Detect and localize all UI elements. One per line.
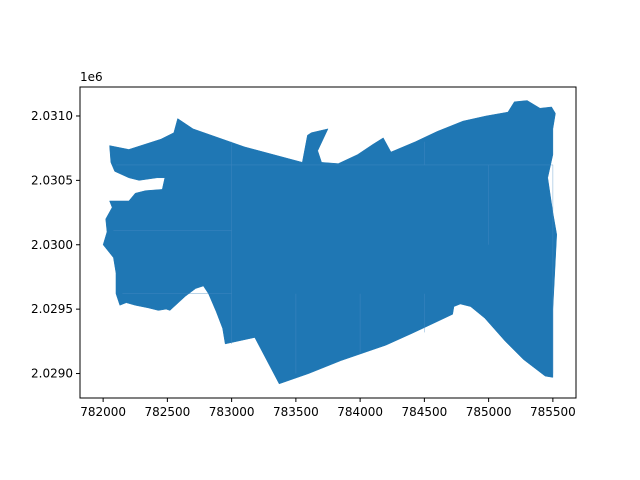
- y-tick-label: 2.0300: [31, 238, 73, 252]
- x-tick-label: 785500: [530, 405, 576, 419]
- internal-boundary-lines: [113, 141, 554, 374]
- x-tick-label: 783500: [273, 405, 319, 419]
- regions-layer: [102, 100, 557, 385]
- y-tick-label: 2.0310: [31, 109, 73, 123]
- x-tick-label: 784000: [337, 405, 383, 419]
- x-tick-label: 785000: [466, 405, 512, 419]
- x-tick-label: 783000: [209, 405, 255, 419]
- y-offset-label: 1e6: [80, 70, 103, 84]
- x-tick-label: 784500: [401, 405, 447, 419]
- y-tick-label: 2.0290: [31, 367, 73, 381]
- y-axis: 2.0290 2.0295 2.0300 2.0305 2.0310: [31, 109, 80, 381]
- region-main: [102, 100, 557, 385]
- y-tick-label: 2.0295: [31, 302, 73, 316]
- axes-frame: [79, 86, 577, 399]
- x-tick-label: 782500: [144, 405, 190, 419]
- x-axis: 782000 782500 783000 783500 784000 784500 7850…: [80, 398, 576, 419]
- y-tick-label: 2.0305: [31, 173, 73, 187]
- x-tick-label: 782000: [80, 405, 126, 419]
